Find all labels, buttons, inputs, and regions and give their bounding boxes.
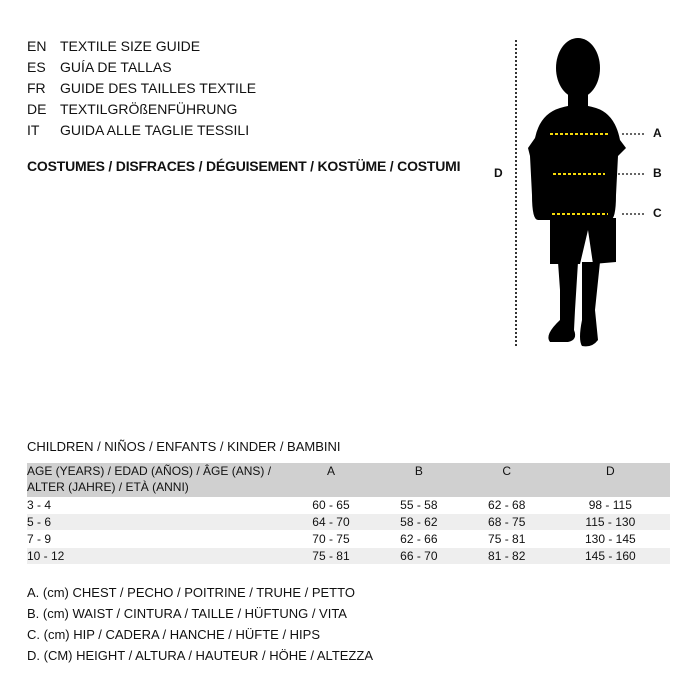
lang-title: GUIDA ALLE TAGLIE TESSILI: [60, 122, 250, 138]
header-b: B: [374, 463, 463, 497]
cell: 64 - 70: [287, 513, 375, 531]
table-title: CHILDREN / NIÑOS / ENFANTS / KINDER / BA…: [27, 439, 341, 454]
category-title: COSTUMES / DISFRACES / DÉGUISEMENT / KOS…: [27, 158, 461, 174]
label-c: C: [653, 206, 662, 220]
lang-code: ES: [27, 59, 46, 75]
label-a: A: [653, 126, 662, 140]
lang-title: GUIDE DES TAILLES TEXTILE: [60, 80, 257, 96]
cell: 98 - 115: [550, 497, 670, 514]
lang-code: DE: [27, 101, 47, 117]
cell: 66 - 70: [374, 547, 463, 565]
cell: 75 - 81: [462, 530, 551, 548]
cell: 130 - 145: [550, 530, 670, 548]
lang-title: GUÍA DE TALLAS: [60, 59, 172, 75]
lang-code: FR: [27, 80, 46, 96]
label-d: D: [494, 166, 503, 180]
lang-title: TEXTILGRÖßENFÜHRUNG: [60, 101, 238, 117]
cell: 55 - 58: [374, 497, 463, 514]
title-es: ES GUÍA DE TALLAS: [27, 57, 256, 78]
cell: 10 - 12: [27, 547, 287, 565]
age-header-line: ALTER (JAHRE) / ETÀ (ANNI): [27, 480, 189, 494]
cell: 60 - 65: [287, 497, 375, 514]
guide-titles: EN TEXTILE SIZE GUIDE ES GUÍA DE TALLAS FR…: [27, 36, 256, 141]
lang-code: EN: [27, 38, 47, 54]
cell: 7 - 9: [27, 530, 287, 548]
cell: 145 - 160: [550, 547, 670, 565]
legend-a: A. (cm) CHEST / PECHO / POITRINE / TRUHE…: [27, 585, 355, 600]
header-a: A: [287, 463, 375, 497]
header-c: C: [462, 463, 551, 497]
cell: 75 - 81: [287, 547, 375, 565]
cell: 62 - 66: [374, 530, 463, 548]
cell: 70 - 75: [287, 530, 375, 548]
title-de: DE TEXTILGRÖßENFÜHRUNG: [27, 99, 256, 120]
cell: 62 - 68: [462, 497, 551, 514]
child-silhouette-figure: A B C D: [480, 30, 680, 360]
legend-d: D. (CM) HEIGHT / ALTURA / HAUTEUR / HÖHE…: [27, 648, 373, 663]
table-row: 5 - 6 64 - 70 58 - 62 68 - 75 115 - 130: [27, 513, 670, 531]
child-silhouette-icon: [515, 38, 646, 347]
age-header-line: AGE (YEARS) / EDAD (AÑOS) / ÂGE (ANS) /: [27, 464, 272, 478]
table-row: 3 - 4 60 - 65 55 - 58 62 - 68 98 - 115: [27, 497, 670, 514]
cell: 5 - 6: [27, 513, 287, 531]
cell: 58 - 62: [374, 513, 463, 531]
table-header: AGE (YEARS) / EDAD (AÑOS) / ÂGE (ANS) / A…: [27, 463, 670, 497]
lang-title: TEXTILE SIZE GUIDE: [60, 38, 201, 54]
legend-c: C. (cm) HIP / CADERA / HANCHE / HÜFTE / …: [27, 627, 321, 642]
cell: 115 - 130: [550, 513, 670, 531]
title-en: EN TEXTILE SIZE GUIDE: [27, 36, 256, 57]
cell: 3 - 4: [27, 497, 287, 514]
label-b: B: [653, 166, 662, 180]
title-fr: FR GUIDE DES TAILLES TEXTILE: [27, 78, 256, 99]
legend-b: B. (cm) WAIST / CINTURA / TAILLE / HÜFTU…: [27, 606, 347, 621]
header-d: D: [550, 463, 670, 497]
cell: 68 - 75: [462, 513, 551, 531]
table-row: 7 - 9 70 - 75 62 - 66 75 - 81 130 - 145: [27, 530, 670, 548]
lang-code: IT: [27, 122, 40, 138]
size-table: AGE (YEARS) / EDAD (AÑOS) / ÂGE (ANS) / A…: [27, 463, 670, 565]
age-header: AGE (YEARS) / EDAD (AÑOS) / ÂGE (ANS) / A…: [27, 463, 287, 497]
title-it: IT GUIDA ALLE TAGLIE TESSILI: [27, 120, 256, 141]
table-row: 10 - 12 75 - 81 66 - 70 81 - 82 145 - 160: [27, 547, 670, 565]
cell: 81 - 82: [462, 547, 551, 565]
